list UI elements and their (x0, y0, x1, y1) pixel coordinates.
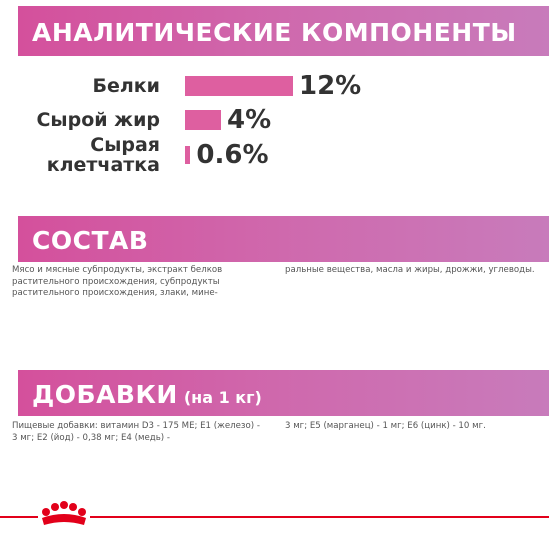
additives-subtitle: (на 1 кг) (183, 388, 262, 407)
composition-title: СОСТАВ (32, 226, 149, 255)
component-label: Сырая клетчатка (46, 134, 160, 176)
composition-text: Мясо и мясные субпродукты, экстракт белк… (12, 265, 223, 298)
component-bar (185, 76, 293, 96)
additives-text: Пищевые добавки: витамин D3 - 175 МЕ; Е1… (12, 421, 260, 443)
component-bar (185, 146, 191, 164)
additives-header: ДОБАВКИ (на 1 кг) (18, 370, 549, 416)
component-label: Сырой жир (36, 109, 160, 131)
additives-title: ДОБАВКИ (32, 380, 178, 409)
component-label: Белки (92, 75, 161, 97)
component-bar (185, 110, 221, 130)
brand-logo (0, 501, 549, 525)
analysis-header: АНАЛИТИЧЕСКИЕ КОМПОНЕНТЫ (18, 6, 549, 56)
additives-text: 3 мг; Е5 (марганец) - 1 мг; Е6 (цинк) - … (285, 421, 486, 431)
composition-header: СОСТАВ (18, 216, 549, 262)
component-value: 0.6% (196, 140, 269, 170)
component-value: 12% (299, 71, 362, 101)
component-value: 4% (227, 105, 272, 135)
analysis-title: АНАЛИТИЧЕСКИЕ КОМПОНЕНТЫ (32, 18, 517, 47)
composition-text: ральные вещества, масла и жиры, дрожжи, … (285, 265, 535, 275)
